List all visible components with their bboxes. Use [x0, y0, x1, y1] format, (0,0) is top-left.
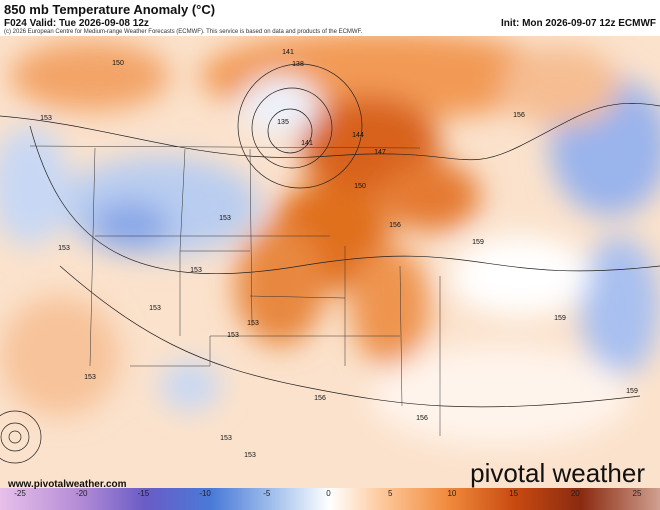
valid-time: F024 Valid: Tue 2026-09-08 12z	[4, 18, 149, 29]
contour-label: 153	[40, 115, 52, 122]
contour-label: 138	[292, 61, 304, 68]
contour-label: 141	[301, 140, 313, 147]
contour-label: 156	[314, 395, 326, 402]
contour-label: 156	[513, 112, 525, 119]
contour-label: 153	[84, 374, 96, 381]
contour-label: 153	[190, 267, 202, 274]
contour-label: 153	[220, 435, 232, 442]
colorbar-tick-label: 25	[633, 489, 642, 498]
contour-label: 156	[416, 415, 428, 422]
logo: pivotal weather	[470, 458, 645, 488]
colorbar	[0, 488, 660, 510]
map: www.pivotalweather.com pivotal weather 1…	[0, 36, 660, 510]
contour-label: 159	[472, 239, 484, 246]
contour-label: 135	[277, 119, 289, 126]
contour-label: 147	[374, 149, 386, 156]
contour-label: 153	[58, 245, 70, 252]
title: 850 mb Temperature Anomaly (°C)	[4, 2, 216, 17]
init-time: Init: Mon 2026-09-07 12z ECMWF	[500, 18, 656, 29]
contour-label: 153	[227, 332, 239, 339]
contour-label: 159	[554, 315, 566, 322]
colorbar-tick-label: 15	[509, 489, 518, 498]
contour-label: 156	[389, 222, 401, 229]
colorbar-tick-label: -20	[76, 489, 88, 498]
copyright: (c) 2026 European Centre for Medium-rang…	[4, 29, 363, 35]
contour-label: 159	[626, 388, 638, 395]
boundaries	[29, 145, 441, 436]
contour-label: 153	[149, 305, 161, 312]
contour-label: 153	[247, 320, 259, 327]
contour-label: 150	[112, 60, 124, 67]
colorbar-tick-label: -5	[263, 489, 271, 498]
website: www.pivotalweather.com	[7, 479, 127, 490]
colorbar-tick-label: 10	[447, 489, 456, 498]
contour-label: 141	[282, 49, 294, 56]
colorbar-tick-label: 0	[326, 489, 331, 498]
colorbar-tick-label: 20	[571, 489, 580, 498]
colorbar-tick-label: -10	[199, 489, 211, 498]
contour-label: 144	[352, 132, 364, 139]
contour-label: 153	[219, 215, 231, 222]
contours	[0, 63, 660, 464]
colorbar-tick-label: -15	[138, 489, 150, 498]
colorbar-tick-label: -25	[14, 489, 26, 498]
colorbar-tick-label: 5	[388, 489, 393, 498]
contour-label: 153	[244, 452, 256, 459]
contour-label: 150	[354, 183, 366, 190]
